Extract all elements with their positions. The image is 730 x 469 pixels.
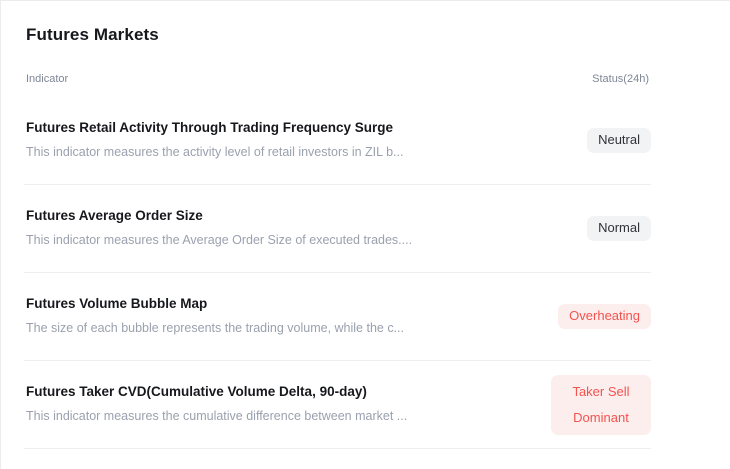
indicator-description: This indicator measures the activity lev…	[26, 145, 404, 160]
indicator-description: This indicator measures the cumulative d…	[26, 409, 408, 424]
status-badge: Taker Sell Dominant	[551, 374, 651, 435]
status-cell: Taker Sell Dominant	[551, 374, 651, 435]
indicator-info: Futures Taker CVD(Cumulative Volume Delt…	[24, 384, 407, 424]
status-cell: Overheating	[539, 304, 651, 329]
status-badge: Overheating	[558, 304, 651, 329]
indicator-description: The size of each bubble represents the t…	[26, 321, 404, 336]
table-header: Indicator Status(24h)	[24, 73, 651, 97]
column-header-indicator: Indicator	[26, 73, 69, 85]
table-row[interactable]: Futures Retail Activity Through Trading …	[24, 97, 651, 185]
table-row[interactable]: Futures Volume Bubble Map The size of ea…	[24, 273, 651, 361]
status-badge: Neutral	[587, 128, 651, 153]
indicator-info: Futures Average Order Size This indicato…	[24, 208, 412, 248]
page-title: Futures Markets	[26, 25, 159, 44]
futures-markets-section: Futures Markets Indicator Status(24h) Fu…	[24, 25, 651, 449]
table-row[interactable]: Futures Average Order Size This indicato…	[24, 185, 651, 273]
indicator-title[interactable]: Futures Volume Bubble Map	[26, 296, 208, 312]
indicator-title[interactable]: Futures Average Order Size	[26, 208, 203, 224]
indicator-info: Futures Retail Activity Through Trading …	[24, 120, 403, 160]
status-badge: Normal	[587, 216, 651, 241]
column-header-status: Status(24h)	[592, 73, 649, 85]
status-cell: Normal	[539, 216, 651, 241]
indicator-description: This indicator measures the Average Orde…	[26, 233, 413, 248]
status-cell: Neutral	[539, 128, 651, 153]
table-row[interactable]: Futures Taker CVD(Cumulative Volume Delt…	[24, 361, 651, 449]
indicator-info: Futures Volume Bubble Map The size of ea…	[24, 296, 404, 336]
indicator-title[interactable]: Futures Taker CVD(Cumulative Volume Delt…	[26, 384, 367, 400]
indicator-title[interactable]: Futures Retail Activity Through Trading …	[26, 120, 394, 136]
